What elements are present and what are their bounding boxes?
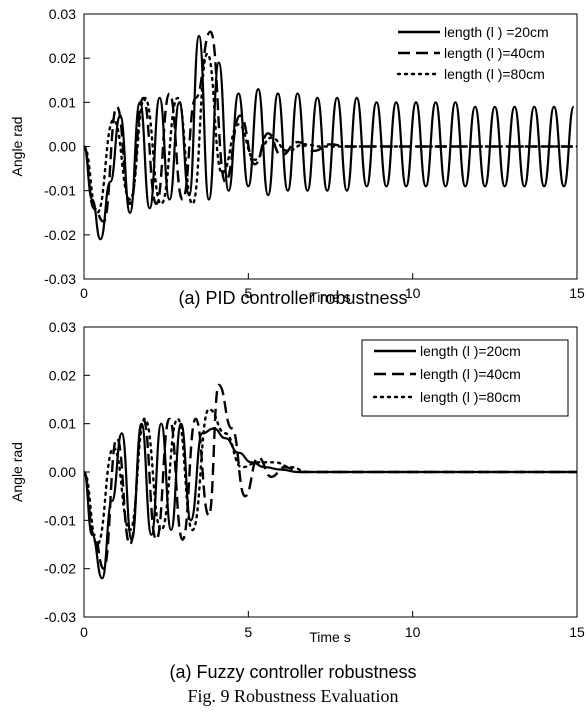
y-tick-label: 0.03 (49, 6, 76, 22)
x-tick-label: 10 (405, 285, 421, 301)
y-tick-label: 0.01 (49, 94, 76, 110)
x-tick-label: 0 (80, 285, 88, 301)
x-axis-label: Time s (309, 289, 350, 305)
legend-label: length (l )=40cm (444, 45, 545, 61)
x-tick-label: 0 (80, 624, 88, 640)
series-line-dashed (84, 30, 577, 223)
y-tick-label: -0.02 (44, 227, 76, 243)
y-tick-label: -0.03 (44, 271, 76, 287)
series-line-solid (84, 34, 575, 241)
x-tick-label: 15 (569, 624, 585, 640)
figure-canvas: 0.030.020.010.00-0.01-0.02-0.030 5 10 15Tim… (9, 6, 585, 645)
legend-label: length (l )=20cm (420, 343, 521, 359)
legend-label: length (l )=80cm (444, 66, 545, 82)
y-tick-label: -0.01 (44, 512, 76, 528)
y-tick-label: 0.00 (49, 139, 76, 155)
y-tick-label: 0.02 (49, 367, 76, 383)
legend-label: length (l )=80cm (420, 389, 521, 405)
x-tick-label: 5 (244, 285, 252, 301)
y-axis-label: Angle rad (9, 442, 25, 502)
legend-label: length (l )=40cm (420, 366, 521, 382)
y-tick-label: -0.02 (44, 561, 76, 577)
figure-caption: Fig. 9 Robustness Evaluation (187, 686, 399, 706)
y-tick-label: 0.01 (49, 416, 76, 432)
x-tick-label: 10 (405, 624, 421, 640)
y-tick-label: -0.03 (44, 609, 76, 625)
legend-label: length (l ) =20cm (444, 24, 549, 40)
y-axis-label: Angle rad (9, 117, 25, 177)
series-line-dotted (84, 407, 577, 546)
pid-subcaption: (a) PID controller robustness (178, 288, 408, 308)
series-line-dotted (84, 52, 577, 215)
y-tick-label: 0.00 (49, 464, 76, 480)
fuzzy-chart: 0.03 0.02 0.01 0.00 -0.01 -0.02 -0.030 5 10 15 Tim… (9, 319, 585, 645)
y-tick-label: 0.03 (49, 319, 76, 335)
x-tick-label: 15 (569, 285, 585, 301)
pid-chart: 0.03 0.02 0.01 0.00 -0.01 -0.02 -0.030 5 10 15 Tim… (9, 6, 585, 305)
y-tick-label: 0.02 (49, 50, 76, 66)
y-tick-label: -0.01 (44, 183, 76, 199)
x-axis-label: Time s (309, 629, 350, 645)
legend-box (361, 339, 569, 417)
x-tick-label: 5 (244, 624, 252, 640)
fuzzy-subcaption: (a) Fuzzy controller robustness (169, 662, 417, 682)
series-line-solid (84, 422, 577, 580)
